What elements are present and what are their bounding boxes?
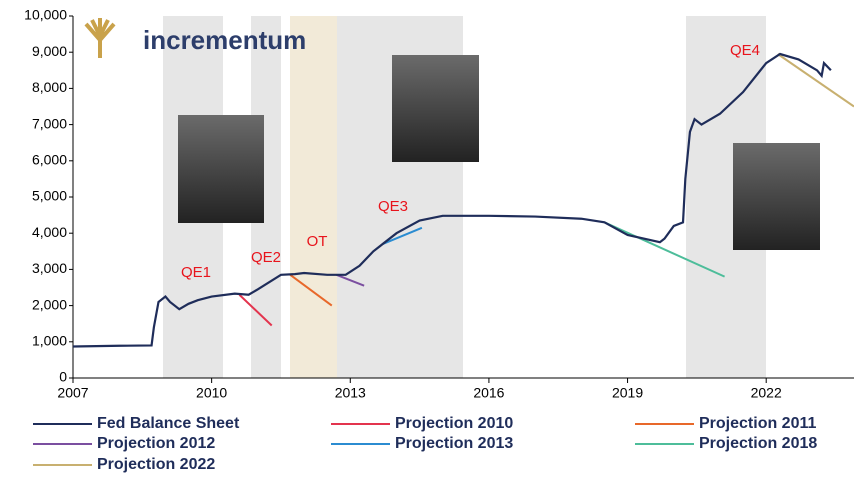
series-line [382, 226, 423, 245]
legend-label: Projection 2013 [395, 435, 513, 452]
series-line [604, 221, 726, 278]
x-tick-label: 2007 [57, 385, 88, 401]
annotation: QE4 [730, 42, 760, 59]
series-line [336, 273, 365, 287]
x-tick-label: 2019 [612, 385, 643, 401]
annotation: QE3 [378, 198, 408, 215]
x-tick-label: 2022 [751, 385, 782, 401]
x-tick-label: 2016 [473, 385, 504, 401]
photo [392, 55, 479, 162]
series-line [72, 52, 832, 348]
legend-label: Projection 2010 [395, 415, 513, 432]
legend-label: Projection 2022 [97, 456, 215, 473]
brand: incrementum [143, 25, 306, 55]
annotation: QE2 [251, 249, 281, 266]
y-tick-label: 6,000 [32, 152, 67, 168]
annotation: OT [307, 233, 328, 250]
y-tick-label: 8,000 [32, 79, 67, 95]
x-tick-label: 2013 [335, 385, 366, 401]
y-tick-label: 1,000 [32, 333, 67, 349]
legend-label: Projection 2011 [699, 415, 816, 432]
photo [178, 115, 264, 223]
legend-label: Projection 2018 [699, 435, 817, 452]
legend-label: Fed Balance Sheet [97, 415, 240, 432]
logo-icon [84, 18, 116, 58]
series-line [289, 274, 333, 307]
shade [290, 16, 337, 378]
photo [733, 143, 820, 250]
y-tick-label: 5,000 [32, 188, 67, 204]
legend-label: Projection 2012 [97, 435, 215, 452]
y-tick-label: 4,000 [32, 224, 67, 240]
x-tick-label: 2010 [196, 385, 227, 401]
y-tick-label: 3,000 [32, 260, 67, 276]
series-line [777, 53, 854, 108]
series-line [238, 294, 273, 327]
logo: incrementum [78, 18, 306, 60]
y-tick-label: 10,000 [24, 7, 67, 23]
y-tick-label: 7,000 [32, 115, 67, 131]
y-tick-label: 9,000 [32, 43, 67, 59]
y-tick-label: 2,000 [32, 296, 67, 312]
y-tick-label: 0 [59, 369, 67, 385]
annotation: QE1 [181, 264, 211, 281]
